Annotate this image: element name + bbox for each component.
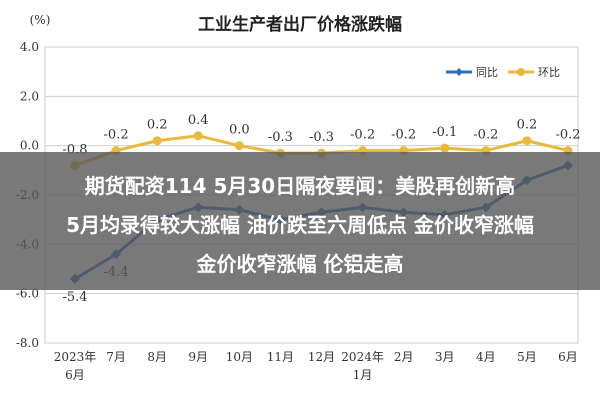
data-label: -0.2 <box>391 128 416 143</box>
y-tick-label: 4.0 <box>20 40 39 54</box>
overlay-headline-line-1[interactable]: 期货配资114 5月30日隔夜要闻：美股再创新高 <box>84 174 516 198</box>
x-tick-label: 7月 <box>106 350 126 364</box>
x-tick-label: 2023年 <box>54 350 97 364</box>
data-label: -0.2 <box>104 128 129 143</box>
data-label: -0.3 <box>309 130 334 145</box>
legend-marker <box>517 68 525 76</box>
y-axis-unit: (%) <box>30 13 51 27</box>
data-point <box>193 131 203 141</box>
data-point <box>522 136 532 146</box>
overlay-headline-line-2[interactable]: 5月均录得较大涨幅 油价跌至六周低点 金价收窄涨幅 <box>66 213 534 237</box>
data-label: -5.4 <box>62 290 87 305</box>
data-label: -0.3 <box>268 130 293 145</box>
data-label: 0.0 <box>229 123 250 138</box>
chart-title: 工业生产者出厂价格涨跌幅 <box>198 14 402 35</box>
y-tick-label: -6.0 <box>16 287 39 301</box>
data-label: 0.2 <box>517 118 538 133</box>
data-label: 0.4 <box>188 113 209 128</box>
data-label: -0.1 <box>432 125 457 140</box>
data-point <box>152 136 162 146</box>
legend-label: 同比 <box>476 66 498 79</box>
data-label: -0.2 <box>350 128 375 143</box>
x-tick-label: 3月 <box>435 350 455 364</box>
data-label: -0.2 <box>473 128 498 143</box>
legend-marker <box>455 68 463 76</box>
x-tick-label: 10月 <box>226 350 253 364</box>
data-label: 0.2 <box>147 118 168 133</box>
x-tick-label-line2: 1月 <box>353 368 373 382</box>
x-tick-label: 6月 <box>558 350 578 364</box>
x-tick-label: 9月 <box>188 350 208 364</box>
x-tick-label: 2月 <box>394 350 414 364</box>
x-tick-label: 4月 <box>476 350 496 364</box>
x-tick-label: 5月 <box>517 350 537 364</box>
data-point <box>440 143 450 153</box>
x-tick-label: 11月 <box>267 350 294 364</box>
y-tick-label: -8.0 <box>16 336 39 350</box>
legend-label: 环比 <box>538 66 560 79</box>
x-tick-label: 12月 <box>308 350 335 364</box>
x-tick-label-line2: 6月 <box>65 368 85 382</box>
y-tick-label: 0.0 <box>20 139 39 153</box>
x-tick-label: 2024年 <box>341 350 384 364</box>
news-overlay-banner[interactable] <box>0 152 600 290</box>
y-tick-label: 2.0 <box>20 89 39 103</box>
data-label: -0.2 <box>555 128 580 143</box>
x-tick-label: 8月 <box>147 350 167 364</box>
data-point <box>234 141 244 151</box>
overlay-headline-line-3[interactable]: 金价收窄涨幅 伦铝走高 <box>196 252 404 276</box>
